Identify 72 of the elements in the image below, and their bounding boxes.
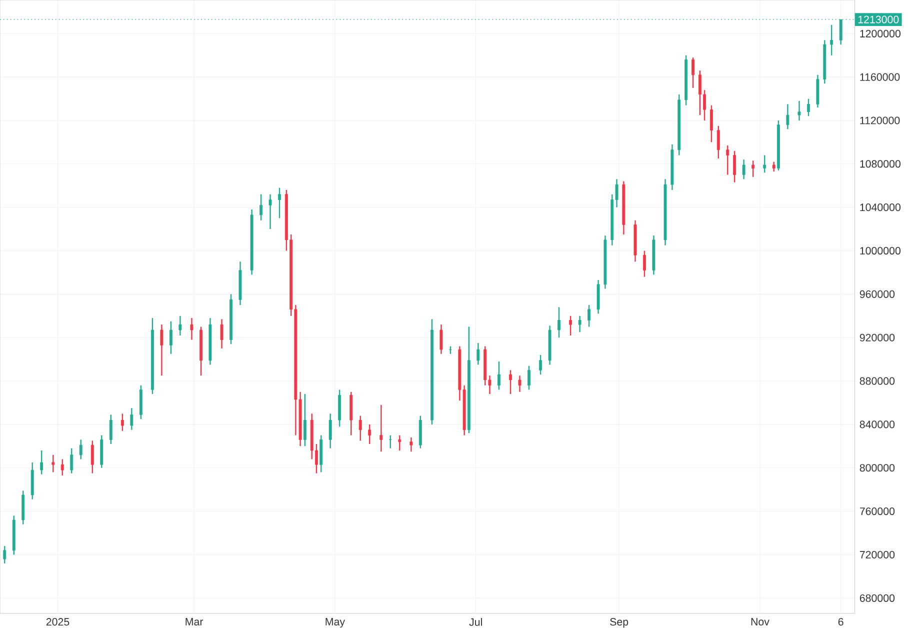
candlestick — [268, 194, 272, 230]
y-tick-label: 720000 — [860, 550, 895, 558]
candlestick — [109, 414, 112, 445]
y-tick-label: 1040000 — [860, 204, 900, 212]
candlestick — [763, 154, 766, 174]
candlestick — [497, 360, 500, 390]
candlestick — [578, 315, 582, 333]
y-tick-label: 960000 — [860, 290, 895, 298]
candlestick — [278, 187, 281, 219]
candlestick — [169, 320, 172, 354]
candlestick — [692, 56, 694, 89]
candlestick — [130, 408, 134, 430]
candlestick — [260, 194, 262, 221]
candlestick — [726, 144, 730, 176]
x-tick-label: May — [326, 618, 345, 628]
y-tick-label: 840000 — [860, 420, 895, 428]
candlestick — [178, 315, 182, 336]
candlestick — [358, 415, 362, 442]
y-tick-label: 800000 — [860, 464, 895, 472]
candlestick — [90, 440, 94, 474]
candlestick — [40, 450, 44, 475]
candlestick — [476, 342, 480, 366]
candlestick — [120, 412, 124, 432]
candlestick — [588, 304, 591, 328]
candlestick — [643, 250, 646, 278]
y-tick-label: 760000 — [860, 508, 895, 516]
candlestick — [79, 439, 82, 460]
candlestick — [528, 365, 530, 390]
candlestick — [509, 370, 512, 395]
candlestick — [328, 412, 332, 449]
candlestick — [303, 393, 306, 447]
y-tick-label: 1000000 — [860, 246, 900, 255]
y-tick-label: 1120000 — [860, 116, 900, 124]
candlestick — [807, 98, 810, 117]
y-tick-label: 920000 — [860, 334, 895, 342]
candlestick — [190, 317, 194, 340]
candlestick — [710, 104, 713, 143]
candlestick — [569, 315, 572, 336]
candlestick — [733, 150, 736, 183]
y-tick-label: 680000 — [860, 594, 895, 602]
candlestick — [772, 161, 776, 172]
candlestick — [60, 458, 64, 476]
y-tick-label: 1080000 — [860, 160, 900, 168]
candlestick — [220, 318, 224, 350]
candlestick — [380, 404, 383, 452]
candlestick — [518, 374, 522, 392]
candlestick — [558, 306, 560, 338]
candlestick — [70, 448, 74, 474]
candlestick — [160, 324, 164, 376]
candlestick — [539, 354, 542, 376]
x-tick-label: Nov — [751, 618, 770, 626]
candlestick — [742, 158, 746, 180]
candlestick — [786, 104, 790, 130]
candlestick — [410, 436, 413, 452]
candlestick — [398, 434, 402, 452]
y-tick-label: 880000 — [860, 377, 895, 385]
x-tick-label: Mar — [186, 618, 204, 626]
x-tick-label: 2025 — [46, 618, 70, 626]
x-tick-label: 6 — [838, 618, 844, 626]
candlestick — [752, 160, 755, 178]
y-tick-label: 1160000 — [860, 73, 900, 81]
candlestick — [3, 545, 6, 564]
ref-line-label: 1213000 — [858, 16, 899, 24]
x-tick-label: Sep — [610, 618, 628, 628]
candlestick — [368, 424, 372, 445]
x-tick-label: Jul — [469, 618, 482, 626]
y-tick-label: 1200000 — [860, 30, 900, 38]
candlestick — [798, 100, 801, 122]
candlestick — [52, 454, 55, 473]
candlestick — [830, 24, 834, 56]
candlestick — [440, 324, 443, 354]
candlestick — [716, 125, 720, 160]
